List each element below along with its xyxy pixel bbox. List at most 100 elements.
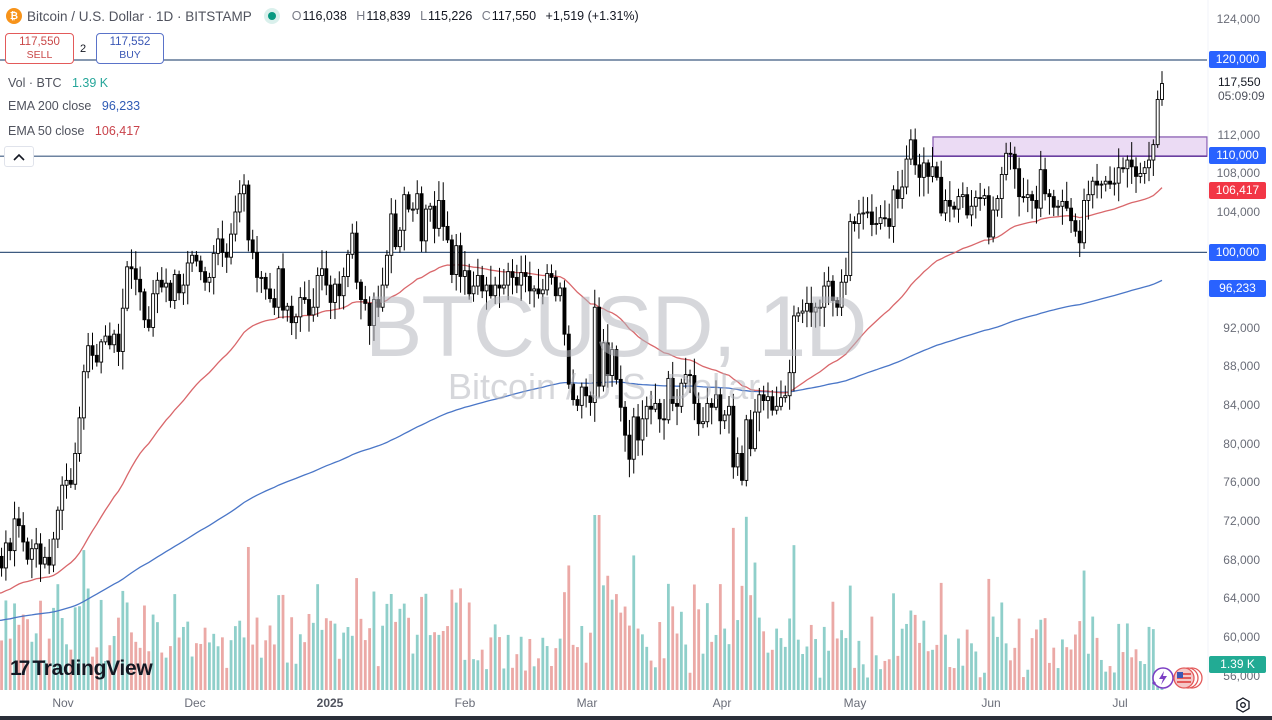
volume-bar — [692, 584, 696, 690]
tradingview-logo[interactable]: 17 TradingView — [10, 657, 153, 681]
candle-body — [376, 299, 381, 308]
candle-body — [237, 193, 242, 213]
volume-bar — [0, 640, 3, 690]
candle-body — [1004, 152, 1009, 175]
volume-bar — [840, 630, 843, 690]
volume-bar — [489, 637, 493, 690]
bar-countdown: 05:09:09 — [1218, 89, 1265, 103]
candle-body — [1047, 193, 1052, 198]
symbol-title[interactable]: Bitcoin / U.S. Dollar · 1D · BITSTAMP — [27, 8, 252, 24]
candle-body — [770, 396, 775, 411]
candle-body — [761, 394, 766, 401]
candle-body — [579, 386, 584, 406]
candle-body — [709, 402, 714, 408]
volume-bar — [567, 565, 571, 690]
volume-bar — [783, 646, 787, 690]
buy-button[interactable]: 117,552 BUY — [96, 33, 164, 64]
candle-body — [90, 345, 95, 356]
volume-bar — [225, 667, 229, 690]
volume-bar — [558, 638, 562, 690]
volume-bar — [1104, 671, 1108, 690]
time-tick-label: May — [843, 696, 867, 710]
volume-bar — [259, 657, 263, 690]
volume-bar — [770, 649, 774, 690]
candle-body — [1008, 152, 1013, 155]
volume-bar — [896, 655, 900, 690]
volume-bar — [324, 618, 328, 690]
price-tick-label: 72,000 — [1223, 514, 1260, 528]
volume-bar — [52, 607, 55, 690]
candle-body — [103, 335, 108, 343]
candle-body — [926, 162, 931, 177]
candle-body — [99, 341, 104, 363]
chart-events[interactable] — [1150, 665, 1205, 691]
volume-bar — [60, 618, 64, 690]
time-tick-label: Nov — [52, 696, 74, 710]
candle-body — [475, 275, 480, 287]
volume-bar — [173, 594, 177, 690]
buy-price: 117,552 — [109, 36, 151, 48]
volume-bar — [515, 654, 519, 690]
candle-body — [514, 276, 519, 286]
ema50-legend[interactable]: EMA 50 close 106,417 — [8, 124, 140, 138]
volume-bar — [1121, 652, 1125, 690]
volume-bar — [281, 594, 285, 690]
volume-bar — [376, 666, 380, 690]
candle-body — [198, 260, 203, 273]
volume-bar — [701, 653, 705, 690]
candle-body — [540, 289, 545, 295]
lightning-event-icon[interactable] — [1152, 667, 1174, 689]
volume-bar — [238, 620, 242, 690]
candle-body — [1121, 167, 1125, 170]
candle-body — [242, 184, 246, 195]
candle-body — [978, 197, 983, 200]
candle-body — [1051, 196, 1056, 208]
volume-bar — [4, 600, 8, 690]
volume-bar — [17, 624, 21, 690]
candle-body — [168, 282, 173, 301]
symbol-watermark: BTCUSD, 1D — [365, 279, 867, 375]
ema50-line — [0, 187, 1163, 594]
candle-body — [527, 276, 532, 292]
candle-body — [1103, 180, 1108, 185]
volume-bar — [13, 603, 16, 690]
candle-body — [151, 293, 156, 328]
volume-bar — [1056, 668, 1060, 690]
volume-bar — [420, 596, 423, 690]
candle-body — [852, 221, 857, 224]
volume-bar — [303, 642, 307, 690]
candle-body — [536, 288, 541, 295]
volume-bar — [632, 555, 636, 690]
candle-body — [796, 312, 801, 317]
candle-body — [965, 194, 970, 216]
candle-body — [779, 397, 783, 407]
us-economic-event-icon[interactable] — [1173, 667, 1203, 689]
chart-settings-gear-icon[interactable] — [1234, 696, 1252, 714]
sell-button[interactable]: 117,550 SELL — [5, 33, 74, 64]
candle-body — [294, 316, 298, 324]
candle-body — [263, 276, 268, 290]
volume-bar — [589, 632, 592, 690]
candle-body — [42, 556, 47, 565]
candle-body — [311, 306, 316, 316]
candle-body — [116, 333, 121, 352]
volume-bar — [454, 602, 458, 690]
volume-bar — [82, 550, 86, 690]
live-dot-icon — [267, 12, 276, 20]
candle-body — [822, 285, 827, 308]
volume-bar — [117, 617, 120, 690]
collapse-legend-button[interactable] — [4, 146, 34, 167]
candle-body — [792, 315, 796, 374]
ema200-legend[interactable]: EMA 200 close 96,233 — [8, 99, 140, 113]
candle-body — [679, 382, 684, 407]
volume-bar — [220, 637, 224, 690]
candle-body — [986, 195, 991, 238]
volume-bar — [723, 628, 727, 690]
volume-legend[interactable]: Vol · BTC 1.39 K — [8, 76, 108, 90]
candle-body — [410, 208, 415, 211]
volume-bar — [34, 633, 38, 690]
candle-body — [1043, 169, 1048, 195]
candle-body — [969, 205, 974, 216]
